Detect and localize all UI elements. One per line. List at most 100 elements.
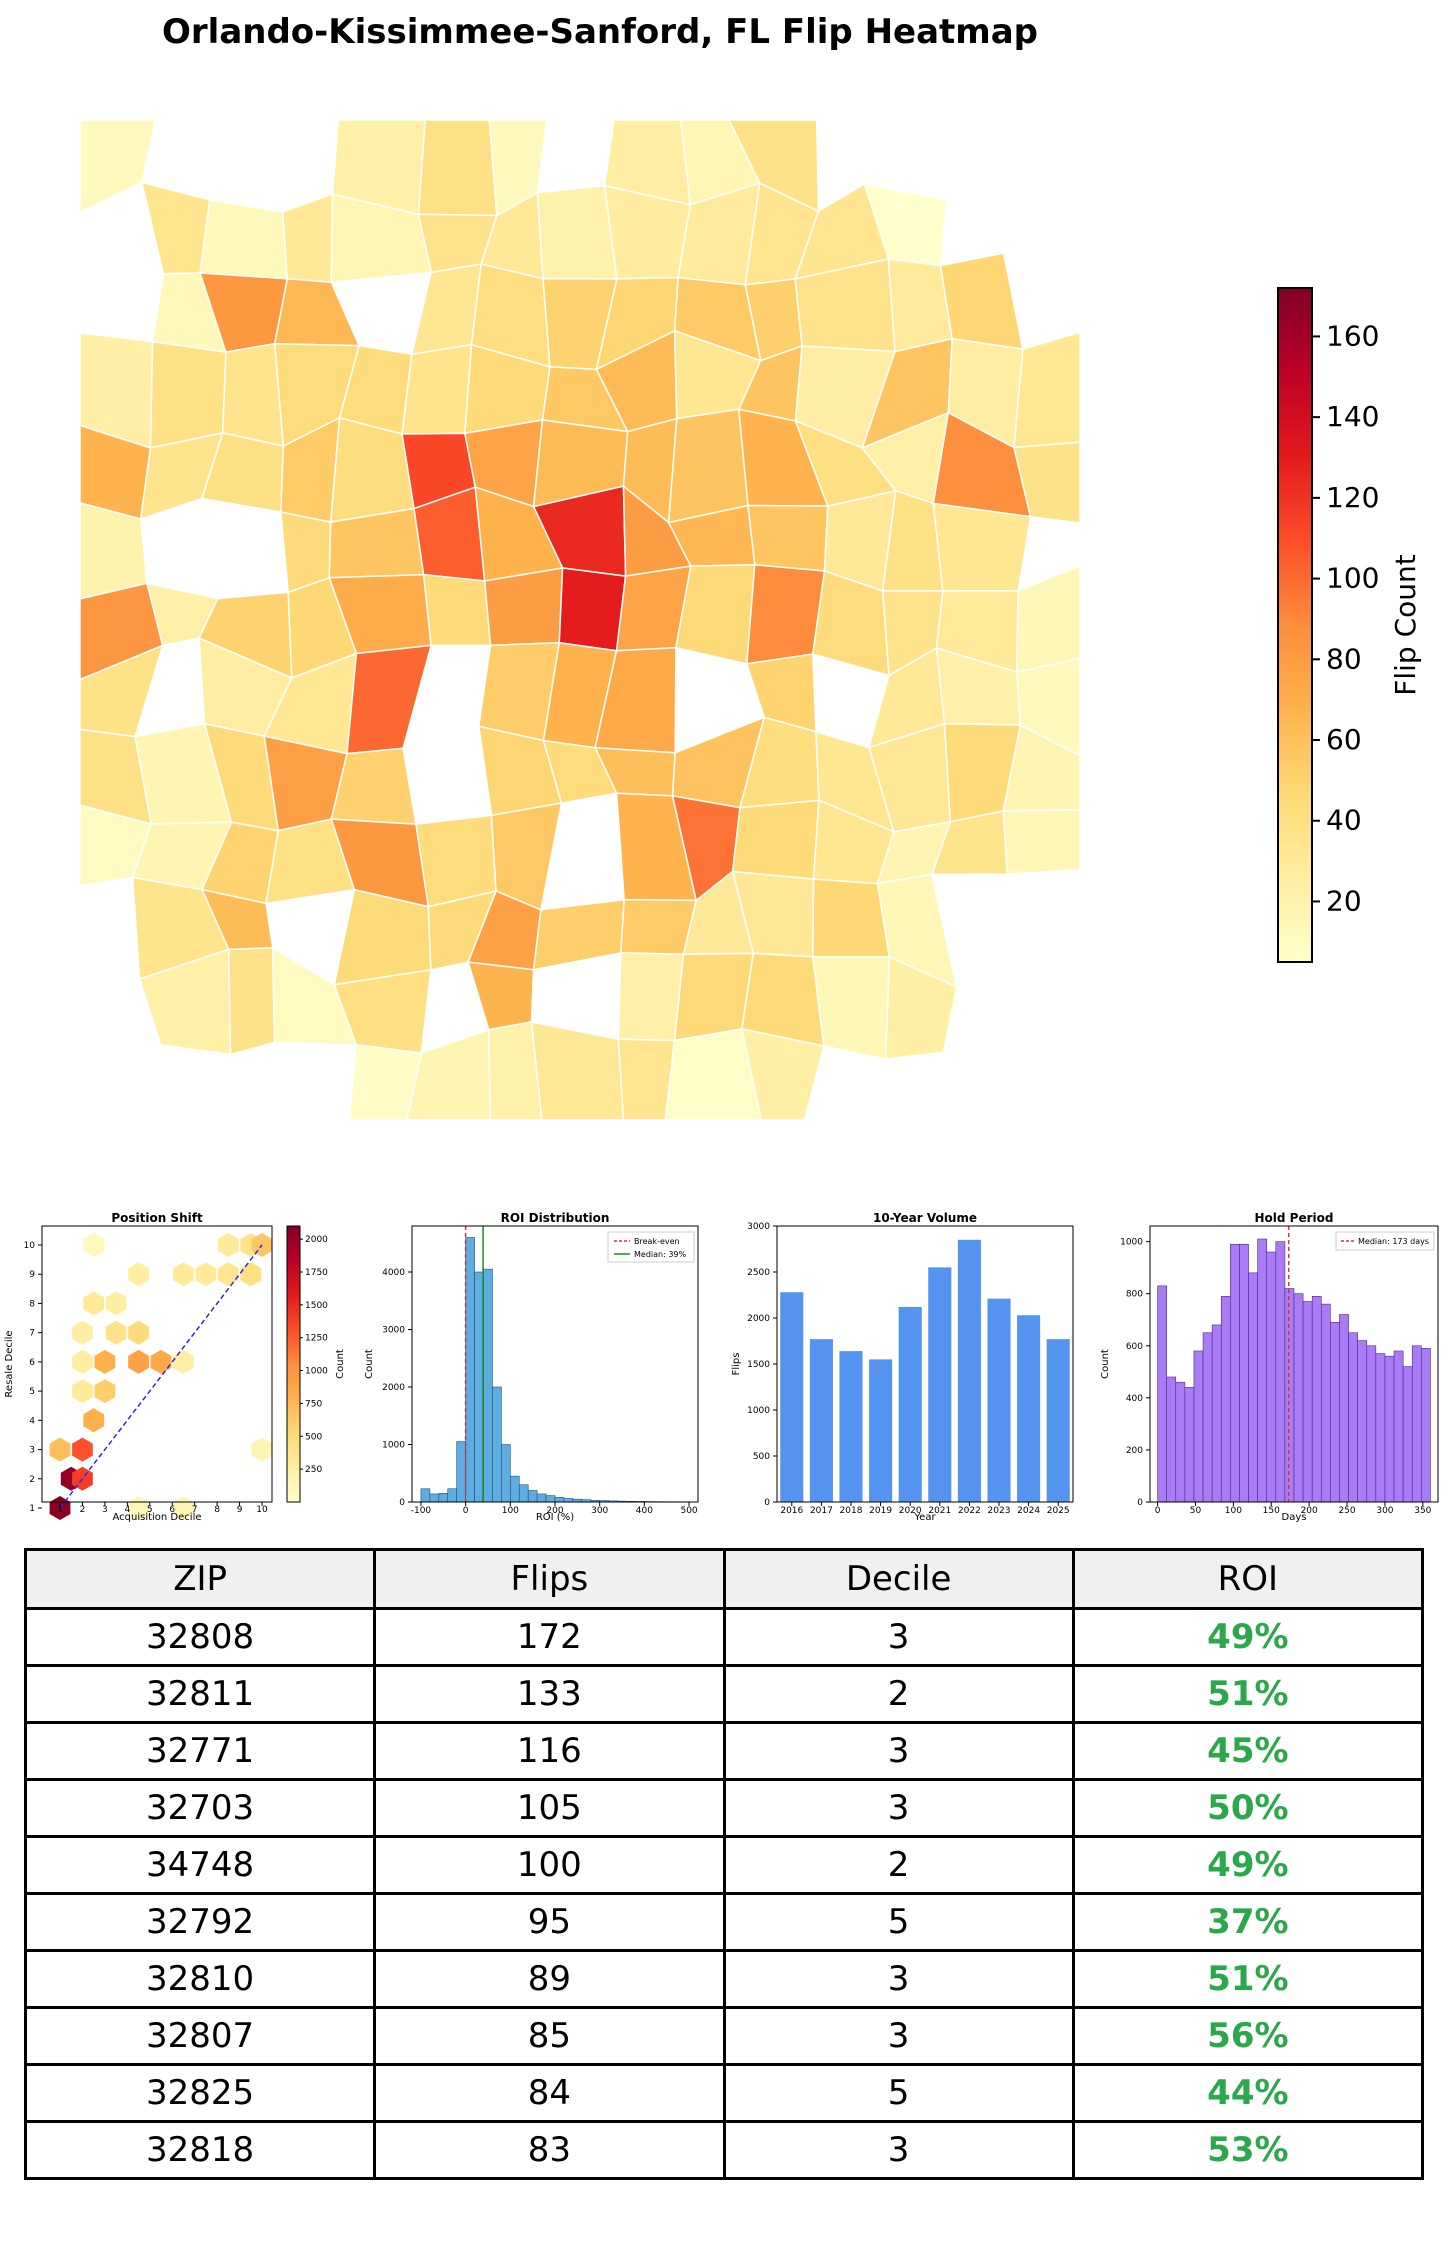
y-tick-label: 5 [29, 1387, 35, 1397]
flips-cell: 172 [373, 1607, 726, 1667]
hold-period-histogram-bar [1220, 1296, 1231, 1503]
y-tick-label: 1000 [382, 1441, 405, 1451]
zip-cell: 32810 [23, 1949, 377, 2009]
decile-cell: 3 [722, 1778, 1075, 1838]
ten-year-volume-panel: 10-Year Volume 2016 2017 2018 2019 2020 2021 2… [731, 1211, 1074, 1523]
hexbin-cell [217, 1233, 239, 1257]
zip-region [932, 502, 1032, 592]
hold-period-histogram-bar [1311, 1296, 1322, 1503]
decile-cell: 3 [722, 1721, 1075, 1781]
zip-cell: 32807 [23, 2006, 377, 2066]
zip-region [1013, 441, 1081, 524]
hold-period-histogram-bar [1402, 1366, 1413, 1503]
x-tick-label: 9 [237, 1505, 243, 1515]
hold-period-title: Hold Period [1255, 1211, 1334, 1225]
top-zips-table: ZIP Flips Decile ROI 32808 172 3 49% 32811 1… [23, 1548, 1425, 2180]
y-tick-label: 0 [399, 1498, 405, 1508]
zip-cell: 32825 [23, 2063, 377, 2123]
hexbin-cell [128, 1349, 149, 1374]
column-header-decile: Decile [722, 1548, 1075, 1610]
flip-count-colorbar: 20 40 60 80 100 120 140 160 Flip Count [1277, 287, 1422, 963]
roi-histogram-bar [563, 1498, 574, 1503]
zip-region [536, 184, 618, 280]
hexbin-cell [128, 1262, 149, 1287]
y-tick-label: 1000 [747, 1406, 770, 1416]
colorbar-tick-label: 140 [1326, 400, 1379, 433]
y-tick-label: 1 [29, 1504, 35, 1514]
zip-region [401, 343, 473, 435]
hold-period-histogram-bar [1320, 1303, 1331, 1503]
x-tick-label: -100 [411, 1506, 432, 1516]
roi-histogram-bar [536, 1493, 547, 1503]
colorbar-label: Flip Count [1389, 554, 1422, 696]
hold-period-histogram-bar [1239, 1243, 1249, 1503]
zip-region [530, 1021, 625, 1121]
y-tick-label: 1000 [1120, 1238, 1143, 1248]
hold-period-histogram-bar [1248, 1272, 1258, 1503]
zip-cell: 32818 [23, 2120, 377, 2180]
hexbin-cell [83, 1408, 105, 1433]
table-row: 32807 85 3 56% [23, 2006, 1425, 2066]
y-tick-label: 6 [29, 1358, 35, 1368]
y-tick-label: 2000 [747, 1314, 770, 1324]
hexbin-cell [83, 1291, 105, 1316]
x-tick-label: 0 [463, 1506, 469, 1516]
roi-histogram-bar [545, 1495, 556, 1503]
hexbin-cell [94, 1379, 116, 1404]
x-tick-label: 150 [1263, 1506, 1280, 1516]
y-tick-label: 10 [24, 1241, 36, 1251]
hold-period-histogram-bar [1230, 1243, 1240, 1503]
volume-bar [780, 1292, 804, 1502]
y-tick-label: 800 [1126, 1290, 1143, 1300]
volume-bar [839, 1351, 863, 1502]
hold-period-histogram-bar [1284, 1288, 1295, 1503]
hold-period-histogram-bar [1384, 1355, 1395, 1503]
roi-cell: 53% [1071, 2120, 1425, 2180]
hold-period-panel: Hold Period 0 50 100 150 200 250 300 350 0 200 400… [1100, 1211, 1439, 1523]
decile-cell: 5 [722, 2063, 1075, 2123]
hexbin-cell [173, 1262, 194, 1287]
roi-histogram-bar [420, 1488, 431, 1503]
zip-region [532, 898, 625, 971]
y-tick-label: 600 [1126, 1342, 1143, 1352]
x-tick-label: 5 [147, 1505, 153, 1515]
hold-period-histogram-bar [1393, 1350, 1404, 1503]
roi-cell: 51% [1071, 1949, 1425, 2009]
hold-period-histogram-bar [1211, 1324, 1222, 1503]
zip-region [812, 878, 891, 958]
y-tick-label: 2500 [747, 1268, 770, 1278]
zip-region [417, 119, 498, 217]
position-shift-ylabel: Resale Decile [4, 1330, 15, 1397]
y-tick-label: 200 [1126, 1446, 1143, 1456]
hold-period-histogram-bar [1184, 1387, 1195, 1503]
roi-cell: 50% [1071, 1778, 1425, 1838]
hold-period-histogram-bar [1202, 1332, 1213, 1503]
hold-period-histogram-bar [1193, 1350, 1204, 1503]
zip-cell: 32808 [23, 1607, 377, 1667]
roi-distribution-xlabel: ROI (%) [536, 1512, 574, 1523]
hexbin-cell [83, 1233, 105, 1257]
zip-region [1015, 564, 1081, 673]
volume-bar [869, 1359, 893, 1502]
hold-period-histogram-bar [1157, 1285, 1167, 1503]
table-row: 32792 95 5 37% [23, 1892, 1425, 1952]
table-row: 32811 133 2 51% [23, 1664, 1425, 1724]
x-tick-label: 8 [214, 1505, 220, 1515]
table-row: 32810 89 3 51% [23, 1949, 1425, 2009]
volume-bar [957, 1239, 981, 1502]
roi-legend-median: Median: 39% [634, 1250, 687, 1259]
x-tick-label: 0 [1155, 1506, 1161, 1516]
volume-ylabel: Flips [731, 1353, 742, 1376]
zip-region [740, 1027, 825, 1121]
volume-bar [1046, 1339, 1070, 1502]
zip-region [731, 799, 820, 880]
x-tick-label: 200 [546, 1506, 563, 1516]
zip-region [747, 504, 829, 572]
volume-bar [987, 1298, 1011, 1502]
colorbar-tick-label: 80 [1326, 642, 1362, 675]
hold-period-histogram-bar [1357, 1340, 1368, 1503]
hold-period-histogram-bar [1339, 1314, 1349, 1503]
zip-region [199, 199, 289, 280]
column-header-roi: ROI [1071, 1548, 1425, 1610]
count-colorbar-tick-label: 1500 [305, 1301, 328, 1311]
